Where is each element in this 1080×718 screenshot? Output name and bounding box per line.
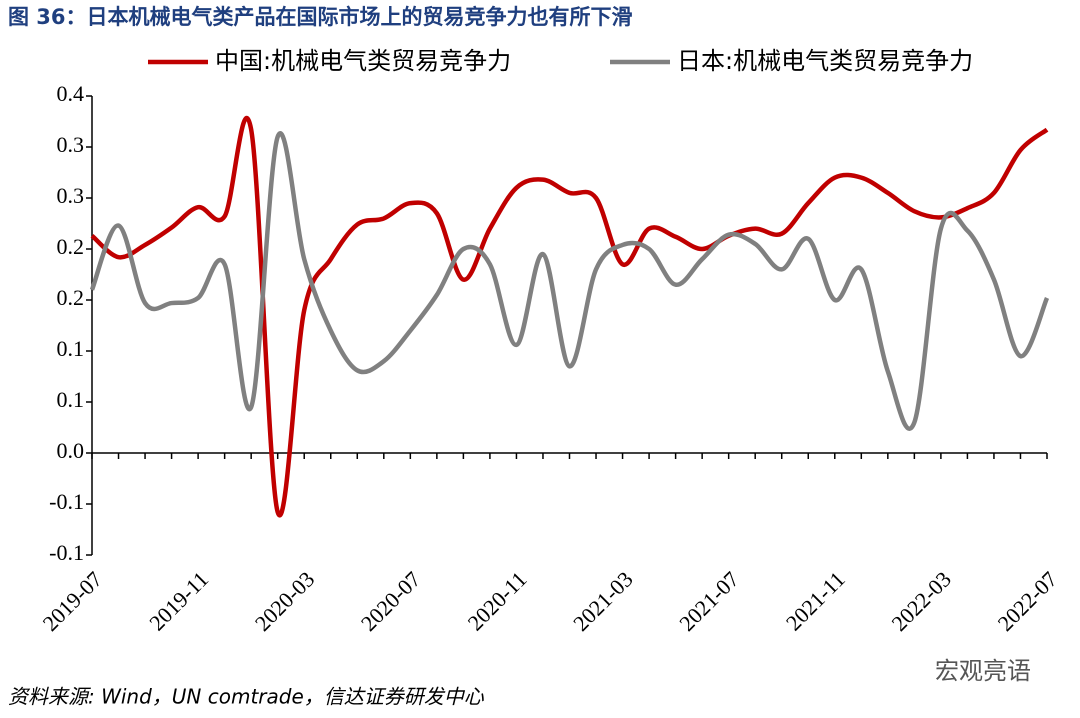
x-tick-label: 2020-07 [356, 566, 426, 636]
y-tick-label: 0.1 [57, 387, 85, 412]
x-tick-label: 2020-11 [463, 566, 532, 635]
y-tick-label: 0.1 [57, 336, 85, 361]
watermark: 宏观亮语 [935, 657, 1031, 685]
x-tick-label: 2021-11 [781, 566, 850, 635]
y-tick-label: -0.1 [49, 540, 84, 565]
line-series [89, 131, 1050, 431]
x-tick-label: 2022-03 [886, 566, 956, 636]
y-tick-label: 0.2 [57, 285, 85, 310]
x-tick-label: 2021-03 [568, 566, 638, 636]
y-tick-label: 0.0 [57, 438, 85, 463]
line-series [90, 116, 1049, 518]
y-tick-label: 0.4 [57, 81, 85, 106]
y-tick-label: 0.3 [57, 183, 85, 208]
x-tick-label: 2020-03 [250, 566, 320, 636]
source-note: 资料来源: Wind，UN comtrade，信达证券研发中心 [8, 685, 485, 709]
x-tick-label: 2019-07 [38, 566, 108, 636]
legend-label: 日本:机械电气类贸易竞争力 [677, 47, 973, 75]
y-tick-label: 0.3 [57, 132, 85, 157]
x-tick-label: 2022-07 [993, 566, 1063, 636]
x-tick-label: 2019-11 [144, 566, 213, 635]
chart-title: 图 36：日本机械电气类产品在国际市场上的贸易竞争力也有所下滑 [8, 5, 633, 29]
legend-label: 中国:机械电气类贸易竞争力 [215, 47, 511, 75]
y-tick-label: 0.2 [57, 234, 85, 259]
y-tick-label: -0.1 [49, 489, 84, 514]
x-tick-label: 2021-07 [674, 566, 744, 636]
